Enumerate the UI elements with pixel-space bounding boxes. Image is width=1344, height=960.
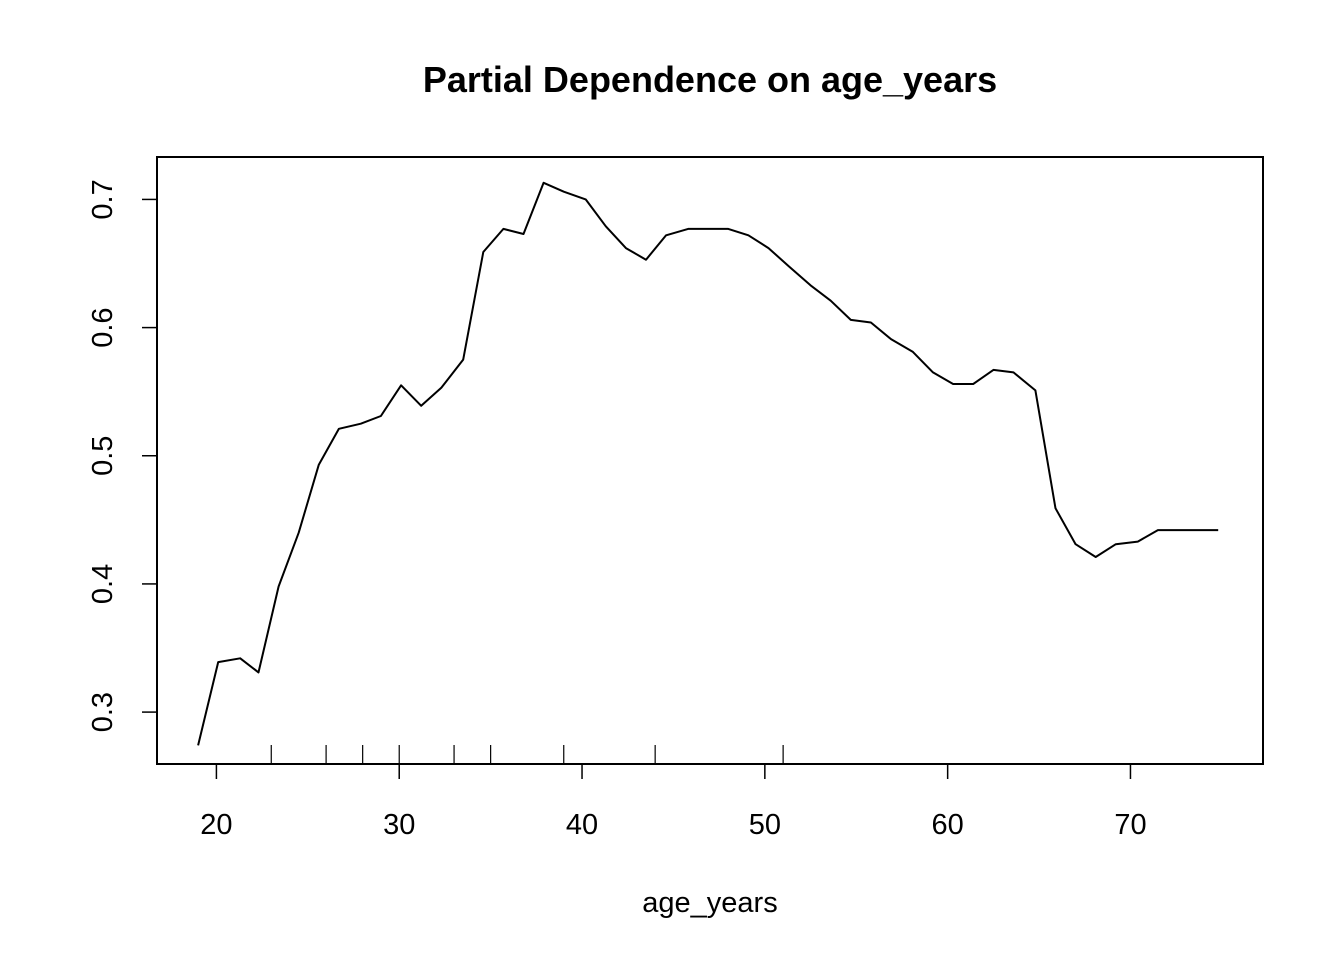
y-tick-label: 0.3 <box>87 692 119 732</box>
rug-marks <box>270 745 784 764</box>
x-axis-label: age_years <box>642 887 777 919</box>
x-tick-label: 60 <box>932 809 964 841</box>
x-tick-label: 30 <box>383 809 415 841</box>
x-tick-label: 70 <box>1114 809 1146 841</box>
series-line <box>197 181 1219 746</box>
y-tick-label: 0.5 <box>87 436 119 476</box>
y-axis: 0.3 0.4 0.5 0.6 0.7 <box>87 179 158 732</box>
x-tick-label: 20 <box>200 809 232 841</box>
x-tick-label: 40 <box>566 809 598 841</box>
chart-title: Partial Dependence on age_years <box>423 59 997 100</box>
y-tick-label: 0.4 <box>87 564 119 604</box>
y-tick-label: 0.7 <box>87 179 119 219</box>
x-axis: 20 30 40 50 60 70 <box>200 763 1147 841</box>
plot-frame <box>156 156 1264 765</box>
y-tick-label: 0.6 <box>87 307 119 347</box>
x-tick-label: 50 <box>749 809 781 841</box>
